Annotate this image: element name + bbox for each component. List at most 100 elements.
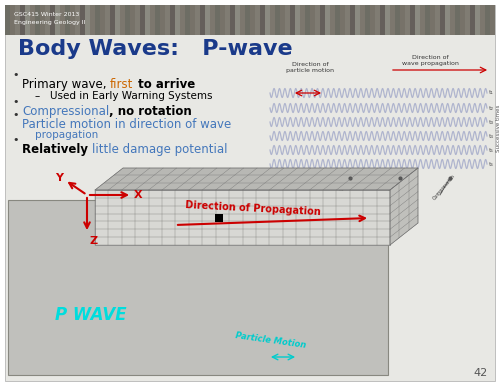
Text: Successive times: Successive times: [496, 104, 500, 152]
Text: Dilatation: Dilatation: [382, 179, 402, 201]
Bar: [45, 5, 50, 35]
Bar: [100, 5, 105, 35]
Bar: [175, 5, 180, 35]
Bar: [415, 5, 420, 35]
Text: little damage potential: little damage potential: [92, 143, 228, 156]
Bar: [95, 5, 100, 35]
Bar: [90, 5, 95, 35]
Bar: [455, 5, 460, 35]
Bar: [430, 5, 435, 35]
Bar: [490, 5, 495, 35]
Text: •: •: [12, 70, 18, 80]
Bar: [55, 5, 60, 35]
Bar: [160, 5, 165, 35]
Bar: [420, 5, 425, 35]
Bar: [8, 200, 388, 375]
Bar: [130, 5, 135, 35]
Bar: [295, 5, 300, 35]
Bar: [320, 5, 325, 35]
Bar: [50, 5, 55, 35]
Bar: [260, 5, 265, 35]
Text: t₅: t₅: [489, 147, 494, 152]
Bar: [255, 5, 260, 35]
Bar: [150, 5, 155, 35]
Bar: [190, 5, 195, 35]
Bar: [470, 5, 475, 35]
Bar: [65, 5, 70, 35]
Bar: [330, 5, 335, 35]
Polygon shape: [95, 168, 418, 190]
Bar: [370, 5, 375, 35]
Text: propagation: propagation: [35, 130, 98, 140]
Bar: [350, 5, 355, 35]
Bar: [180, 5, 185, 35]
Bar: [75, 5, 80, 35]
Text: Compression: Compression: [432, 173, 456, 201]
Bar: [265, 5, 270, 35]
Bar: [465, 5, 470, 35]
Text: GSC415 Winter 2013: GSC415 Winter 2013: [14, 12, 80, 17]
Text: P WAVE: P WAVE: [55, 306, 127, 324]
Bar: [360, 5, 365, 35]
Bar: [315, 5, 320, 35]
Bar: [40, 5, 45, 35]
Bar: [445, 5, 450, 35]
Bar: [250, 5, 255, 35]
Bar: [230, 5, 235, 35]
Text: Direction of
particle motion: Direction of particle motion: [286, 62, 334, 73]
Bar: [270, 5, 275, 35]
Bar: [355, 5, 360, 35]
Bar: [20, 5, 25, 35]
Bar: [395, 5, 400, 35]
Text: X: X: [134, 190, 142, 200]
Bar: [450, 5, 455, 35]
Bar: [205, 5, 210, 35]
Text: t₄: t₄: [489, 134, 494, 139]
Bar: [215, 213, 223, 222]
Text: –   Used in Early Warning Systems: – Used in Early Warning Systems: [35, 91, 212, 101]
Bar: [135, 5, 140, 35]
Bar: [10, 5, 15, 35]
Text: t₆: t₆: [489, 161, 494, 166]
Text: Direction of Propagation: Direction of Propagation: [185, 200, 321, 217]
Text: Particle motion in direction of wave: Particle motion in direction of wave: [22, 118, 231, 131]
Bar: [30, 5, 35, 35]
Text: Direction of
wave propagation: Direction of wave propagation: [402, 55, 458, 66]
Bar: [280, 5, 285, 35]
Bar: [375, 5, 380, 35]
Bar: [200, 5, 205, 35]
Bar: [440, 5, 445, 35]
Bar: [285, 5, 290, 35]
Polygon shape: [95, 190, 390, 245]
Text: Compression: Compression: [332, 173, 356, 201]
Bar: [155, 5, 160, 35]
Text: Engineering Geology II: Engineering Geology II: [14, 20, 86, 25]
Bar: [60, 5, 65, 35]
Bar: [195, 5, 200, 35]
Bar: [425, 5, 430, 35]
Bar: [335, 5, 340, 35]
Text: Primary wave,: Primary wave,: [22, 78, 110, 91]
Bar: [365, 5, 370, 35]
Bar: [170, 5, 175, 35]
Bar: [240, 5, 245, 35]
Bar: [400, 5, 405, 35]
Text: t₁: t₁: [489, 90, 494, 95]
Text: •: •: [12, 135, 18, 145]
Bar: [140, 5, 145, 35]
Bar: [390, 5, 395, 35]
Text: to arrive: to arrive: [134, 78, 195, 91]
Bar: [15, 5, 20, 35]
Bar: [410, 5, 415, 35]
Bar: [340, 5, 345, 35]
Bar: [405, 5, 410, 35]
Bar: [460, 5, 465, 35]
Text: Particle Motion: Particle Motion: [235, 331, 307, 350]
Text: Relatively: Relatively: [22, 143, 92, 156]
Bar: [275, 5, 280, 35]
Bar: [480, 5, 485, 35]
Bar: [235, 5, 240, 35]
Text: Z: Z: [89, 236, 97, 246]
Text: first: first: [110, 78, 134, 91]
Polygon shape: [390, 168, 418, 245]
